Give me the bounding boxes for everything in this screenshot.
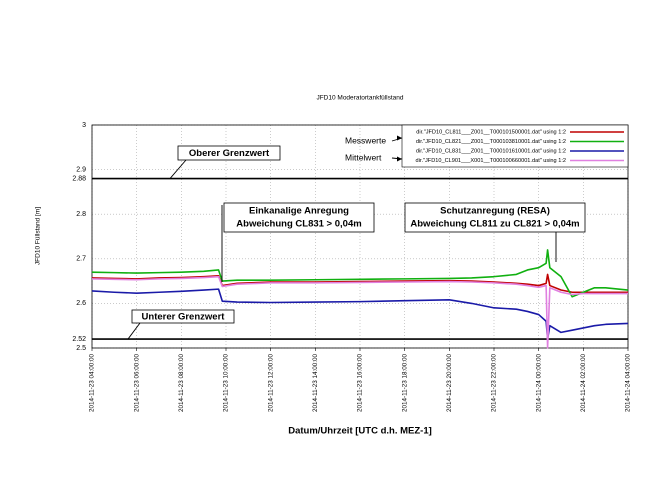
- annotation-text: Einkanalige Anregung: [249, 206, 349, 217]
- x-tick-label: 2014-11-24 04:00:00: [625, 354, 632, 413]
- annotation-text: Unterer Grenzwert: [142, 312, 226, 323]
- legend-label: dir."JFD10_CL821___Z001__T000103810001.d…: [416, 139, 566, 145]
- annotation-box: [223, 202, 375, 233]
- legend-note: Messwerte: [345, 135, 386, 145]
- y-tick-label: 2.88: [72, 175, 86, 182]
- x-tick-label: 2014-11-23 14:00:00: [312, 354, 319, 413]
- series-line: [91, 273, 628, 294]
- annotation-text: Schutzanregung (RESA): [440, 206, 550, 217]
- annotation-arrow: [169, 159, 187, 179]
- y-tick-label: 2.7: [76, 256, 86, 263]
- x-tick-label: 2014-11-23 08:00:00: [178, 354, 185, 413]
- series-line: [91, 275, 628, 349]
- legend-label: dir."JFD10_CL831___Z001__T000101610001.d…: [416, 148, 566, 154]
- x-tick-label: 2014-11-24 00:00:00: [535, 354, 542, 413]
- annotation-box: [177, 145, 281, 161]
- y-tick-label: 2.6: [76, 300, 86, 307]
- y-axis-label: JFD10 Füllstand [m]: [35, 207, 42, 265]
- arrow-head: [397, 135, 402, 141]
- x-tick-label: 2014-11-23 12:00:00: [267, 354, 274, 413]
- annotation-box: [404, 202, 586, 233]
- arrow-head: [397, 156, 402, 162]
- legend-label: dir."JFD10_CL901___X001__T000100660001.d…: [416, 158, 566, 164]
- x-tick-label: 2014-11-23 04:00:00: [89, 354, 96, 413]
- x-tick-label: 2014-11-24 02:00:00: [580, 354, 587, 413]
- legend-label: dir."JFD10_CL811___Z001__T000101500001.d…: [416, 129, 566, 135]
- annotation-box: [131, 309, 235, 324]
- x-tick-label: 2014-11-23 22:00:00: [491, 354, 498, 413]
- x-tick-label: 2014-11-23 20:00:00: [446, 354, 453, 413]
- y-tick-label: 2.52: [72, 336, 86, 343]
- y-tick-label: 2.8: [76, 211, 86, 218]
- annotation-text: Oberer Grenzwert: [189, 148, 270, 159]
- x-tick-label: 2014-11-23 16:00:00: [357, 354, 364, 413]
- x-tick-label: 2014-11-23 10:00:00: [223, 354, 230, 413]
- y-tick-label: 2.9: [76, 166, 86, 173]
- y-tick-label: 3: [82, 122, 86, 129]
- annotation-arrow: [127, 322, 141, 340]
- x-tick-label: 2014-11-23 18:00:00: [401, 354, 408, 413]
- series-line: [91, 288, 629, 340]
- legend-note: Mittelwert: [345, 152, 382, 162]
- series-line: [91, 249, 629, 298]
- y-tick-label: 2.5: [76, 345, 86, 352]
- annotation-text: Abweichung CL831 > 0,04m: [236, 219, 361, 230]
- annotation-text: Abweichung CL811 zu CL821 > 0,04m: [410, 219, 579, 230]
- plot-frame: [91, 124, 629, 349]
- chart-title: JFD10 Moderatortankfüllstand: [316, 95, 403, 102]
- x-tick-label: 2014-11-23 06:00:00: [133, 354, 140, 413]
- x-axis-label: Datum/Uhrzeit [UTC d.h. MEZ-1]: [288, 426, 432, 437]
